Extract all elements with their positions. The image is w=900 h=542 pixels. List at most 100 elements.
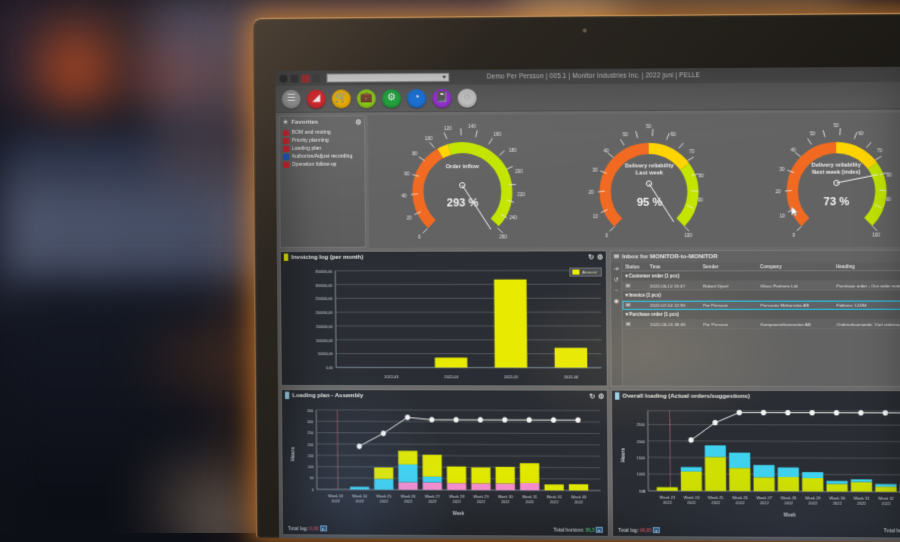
cell-sender: Robert Djeef <box>700 281 757 290</box>
chart-icon: █ <box>284 254 288 260</box>
capacity-markers <box>688 410 900 444</box>
favorite-label: Authorize/Adjust recording <box>292 154 353 160</box>
column-status[interactable]: Status <box>622 262 647 271</box>
svg-text:50: 50 <box>810 131 816 136</box>
stacked-bars <box>350 451 588 491</box>
svg-text:180: 180 <box>509 148 517 153</box>
expand-icon[interactable]: ▸ <box>320 525 327 531</box>
svg-text:10: 10 <box>779 214 785 219</box>
svg-text:40: 40 <box>604 148 610 153</box>
svg-text:2022-05: 2022-05 <box>504 375 518 379</box>
svg-text:Week 28: Week 28 <box>781 495 798 500</box>
svg-text:Week 27: Week 27 <box>756 495 772 500</box>
invoicing-log-header: █ Invoicing log (per month) ↻ ⚙ <box>281 251 606 263</box>
current-week-marker <box>337 410 338 489</box>
group-row-invoice[interactable]: ▾ Invoice (1 pcs) <box>622 290 900 300</box>
svg-text:2022: 2022 <box>501 499 510 504</box>
sales-button[interactable]: 🛒 <box>332 89 351 108</box>
menu-button[interactable]: ☰ <box>282 89 301 108</box>
expand-icon[interactable]: ▾ <box>625 273 627 278</box>
cell-time: 2022-07-14 12:55 <box>647 300 700 309</box>
svg-text:50000,00: 50000,00 <box>318 353 333 357</box>
svg-text:20: 20 <box>589 190 595 195</box>
refresh-icon[interactable]: ↺ <box>614 277 619 284</box>
capacity-line <box>691 412 900 440</box>
group-row-customer-order[interactable]: ▾ Customer order (1 pcs) <box>622 271 900 282</box>
column-heading[interactable]: Heading <box>833 262 900 271</box>
table-row-selected[interactable]: 2022-07-14 12:55 Per Persson Perssons Me… <box>622 300 900 309</box>
favorite-label: Priority planning <box>291 138 328 144</box>
time-button[interactable]: ◔ <box>407 88 426 107</box>
loading-plan-header: █ Loading plan - Assembly ↻ ⚙ <box>282 390 607 402</box>
gauge-label: Order inflow <box>398 164 527 172</box>
favorite-item-operation-follow-up[interactable]: Operation follow-up <box>282 161 362 169</box>
svg-text:50: 50 <box>833 123 839 128</box>
svg-text:200: 200 <box>307 443 313 447</box>
table-row[interactable]: 2022-06-16 08:06 Per Persson Komponentle… <box>623 319 900 328</box>
svg-text:0: 0 <box>792 233 795 238</box>
expand-icon[interactable]: ▾ <box>626 311 628 316</box>
gauge-label: Delivery reliability Last week <box>586 163 713 178</box>
overall-loading-header: █ Overall loading (Actual orders/suggest… <box>612 391 900 403</box>
svg-text:Week: Week <box>784 513 796 518</box>
system-button[interactable]: ◌ <box>457 88 476 107</box>
favorites-header: ★ Favorites ⚙ <box>280 116 364 127</box>
table-row[interactable]: 2022-06-10 15:07 Robert Djeef Glass Part… <box>622 281 900 290</box>
favorite-color-swatch <box>283 138 289 144</box>
message-icon <box>625 302 630 306</box>
cell-heading: Faktura: 12484 <box>833 300 900 309</box>
message-icon <box>626 321 631 325</box>
svg-text:2022: 2022 <box>857 501 867 506</box>
application-screen: Demo Per Persson | 005.1 | Monitor Indus… <box>275 67 900 542</box>
webcam-dot <box>583 28 587 32</box>
svg-text:2022-06: 2022-06 <box>564 376 578 380</box>
expand-icon[interactable]: ▾ <box>625 292 627 297</box>
total-horizon-group: Total horizon: 36,3 ▸ <box>554 526 603 532</box>
refresh-icon[interactable]: ↻ <box>588 253 594 261</box>
svg-text:10: 10 <box>593 214 599 219</box>
open-icon[interactable]: ⇥ <box>613 265 618 272</box>
settings-icon[interactable]: ◉ <box>614 298 619 305</box>
column-time[interactable]: Time <box>647 262 700 271</box>
svg-text:2022: 2022 <box>550 499 559 504</box>
svg-text:2022: 2022 <box>736 500 746 505</box>
favorite-color-swatch <box>283 146 289 152</box>
gauge-hub <box>647 181 652 186</box>
purchase-button[interactable]: 💼 <box>357 89 376 108</box>
svg-text:40: 40 <box>790 148 796 153</box>
overall-loading-panel: █ Overall loading (Actual orders/suggest… <box>611 390 900 539</box>
bar-2022-05 <box>494 279 527 367</box>
stock-button[interactable]: ⚙ <box>382 89 401 108</box>
svg-text:300: 300 <box>307 420 313 424</box>
gear-icon[interactable]: ⚙ <box>597 253 603 261</box>
svg-text:1500: 1500 <box>637 456 645 460</box>
refresh-icon[interactable]: ↻ <box>589 392 595 400</box>
column-company[interactable]: Company <box>757 262 833 271</box>
total-lag-value: 96,05 <box>640 528 652 533</box>
expand-icon[interactable]: ▸ <box>596 526 603 532</box>
column-sender[interactable]: Sender <box>700 262 757 271</box>
group-row-purchase-order[interactable]: ▾ Purchase order (1 pcs) <box>622 309 900 319</box>
favorites-list: BOM and routing Priority planning Loadin… <box>280 127 365 169</box>
svg-text:Week 23: Week 23 <box>659 494 675 499</box>
forward-icon[interactable]: → <box>613 288 619 294</box>
invoicing-log-title: Invoicing log (per month) <box>291 254 363 260</box>
manufacturing-button[interactable]: ◢ <box>307 89 326 108</box>
svg-text:Week 30: Week 30 <box>498 494 514 499</box>
inbox-header: ✉ Inbox for MONITOR-to-MONITOR <box>611 251 900 263</box>
total-horizon-label: Total horizon: <box>554 527 585 532</box>
svg-text:2022: 2022 <box>525 499 534 504</box>
svg-text:50: 50 <box>646 124 652 129</box>
svg-text:2022: 2022 <box>711 500 721 505</box>
svg-text:300000,00: 300000,00 <box>315 284 332 288</box>
svg-text:Week 31: Week 31 <box>522 494 538 499</box>
gear-icon[interactable]: ⚙ <box>598 392 604 400</box>
svg-text:2022: 2022 <box>380 499 389 504</box>
accounting-button[interactable]: 📓 <box>432 88 451 107</box>
gear-icon[interactable]: ⚙ <box>355 118 361 126</box>
total-lag-label: Total lag: <box>618 527 638 532</box>
svg-text:240: 240 <box>509 215 517 220</box>
cell-heading: Ordererkannande. Vårt ordernu <box>833 319 900 328</box>
expand-icon[interactable]: ▸ <box>653 527 660 533</box>
